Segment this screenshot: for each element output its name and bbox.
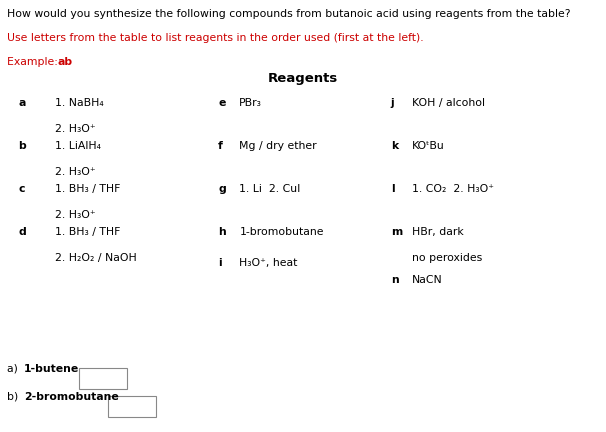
Text: 1. NaBH₄: 1. NaBH₄ [55,98,103,108]
Text: 2. H₃O⁺: 2. H₃O⁺ [55,124,95,134]
Text: 1. CO₂  2. H₃O⁺: 1. CO₂ 2. H₃O⁺ [412,184,494,194]
Text: 1. Li  2. CuI: 1. Li 2. CuI [239,184,301,194]
Text: k: k [391,141,398,151]
Text: i: i [218,257,222,268]
Text: Mg / dry ether: Mg / dry ether [239,141,317,151]
Text: 2-bromobutane: 2-bromobutane [24,391,119,402]
Text: b): b) [7,391,22,402]
Text: 1-butene: 1-butene [24,363,79,374]
Text: ab: ab [58,57,73,67]
Text: f: f [218,141,223,151]
Text: H₃O⁺, heat: H₃O⁺, heat [239,257,298,268]
Text: KOH / alcohol: KOH / alcohol [412,98,485,108]
Text: NaCN: NaCN [412,275,443,285]
Text: l: l [391,184,395,194]
Text: 1. BH₃ / THF: 1. BH₃ / THF [55,227,120,238]
Text: Example:: Example: [7,57,62,67]
Text: 2. H₃O⁺: 2. H₃O⁺ [55,210,95,220]
Text: 1. LiAlH₄: 1. LiAlH₄ [55,141,101,151]
Text: b: b [18,141,26,151]
Text: m: m [391,227,402,238]
Text: j: j [391,98,395,108]
Text: a: a [18,98,25,108]
Text: Reagents: Reagents [268,72,338,85]
Text: 2. H₃O⁺: 2. H₃O⁺ [55,167,95,177]
Text: 1. BH₃ / THF: 1. BH₃ / THF [55,184,120,194]
Text: HBr, dark: HBr, dark [412,227,464,238]
FancyBboxPatch shape [108,396,156,417]
Text: no peroxides: no peroxides [412,253,482,264]
Text: KOᵗBu: KOᵗBu [412,141,445,151]
Text: PBr₃: PBr₃ [239,98,262,108]
Text: d: d [18,227,26,238]
Text: n: n [391,275,399,285]
Text: c: c [18,184,25,194]
Text: 1-bromobutane: 1-bromobutane [239,227,324,238]
Text: How would you synthesize the following compounds from butanoic acid using reagen: How would you synthesize the following c… [7,9,571,19]
Text: Use letters from the table to list reagents in the order used (first at the left: Use letters from the table to list reage… [7,33,424,43]
Text: g: g [218,184,226,194]
Text: e: e [218,98,225,108]
Text: h: h [218,227,226,238]
Text: a): a) [7,363,22,374]
Text: 2. H₂O₂ / NaOH: 2. H₂O₂ / NaOH [55,253,136,264]
FancyBboxPatch shape [79,368,127,389]
